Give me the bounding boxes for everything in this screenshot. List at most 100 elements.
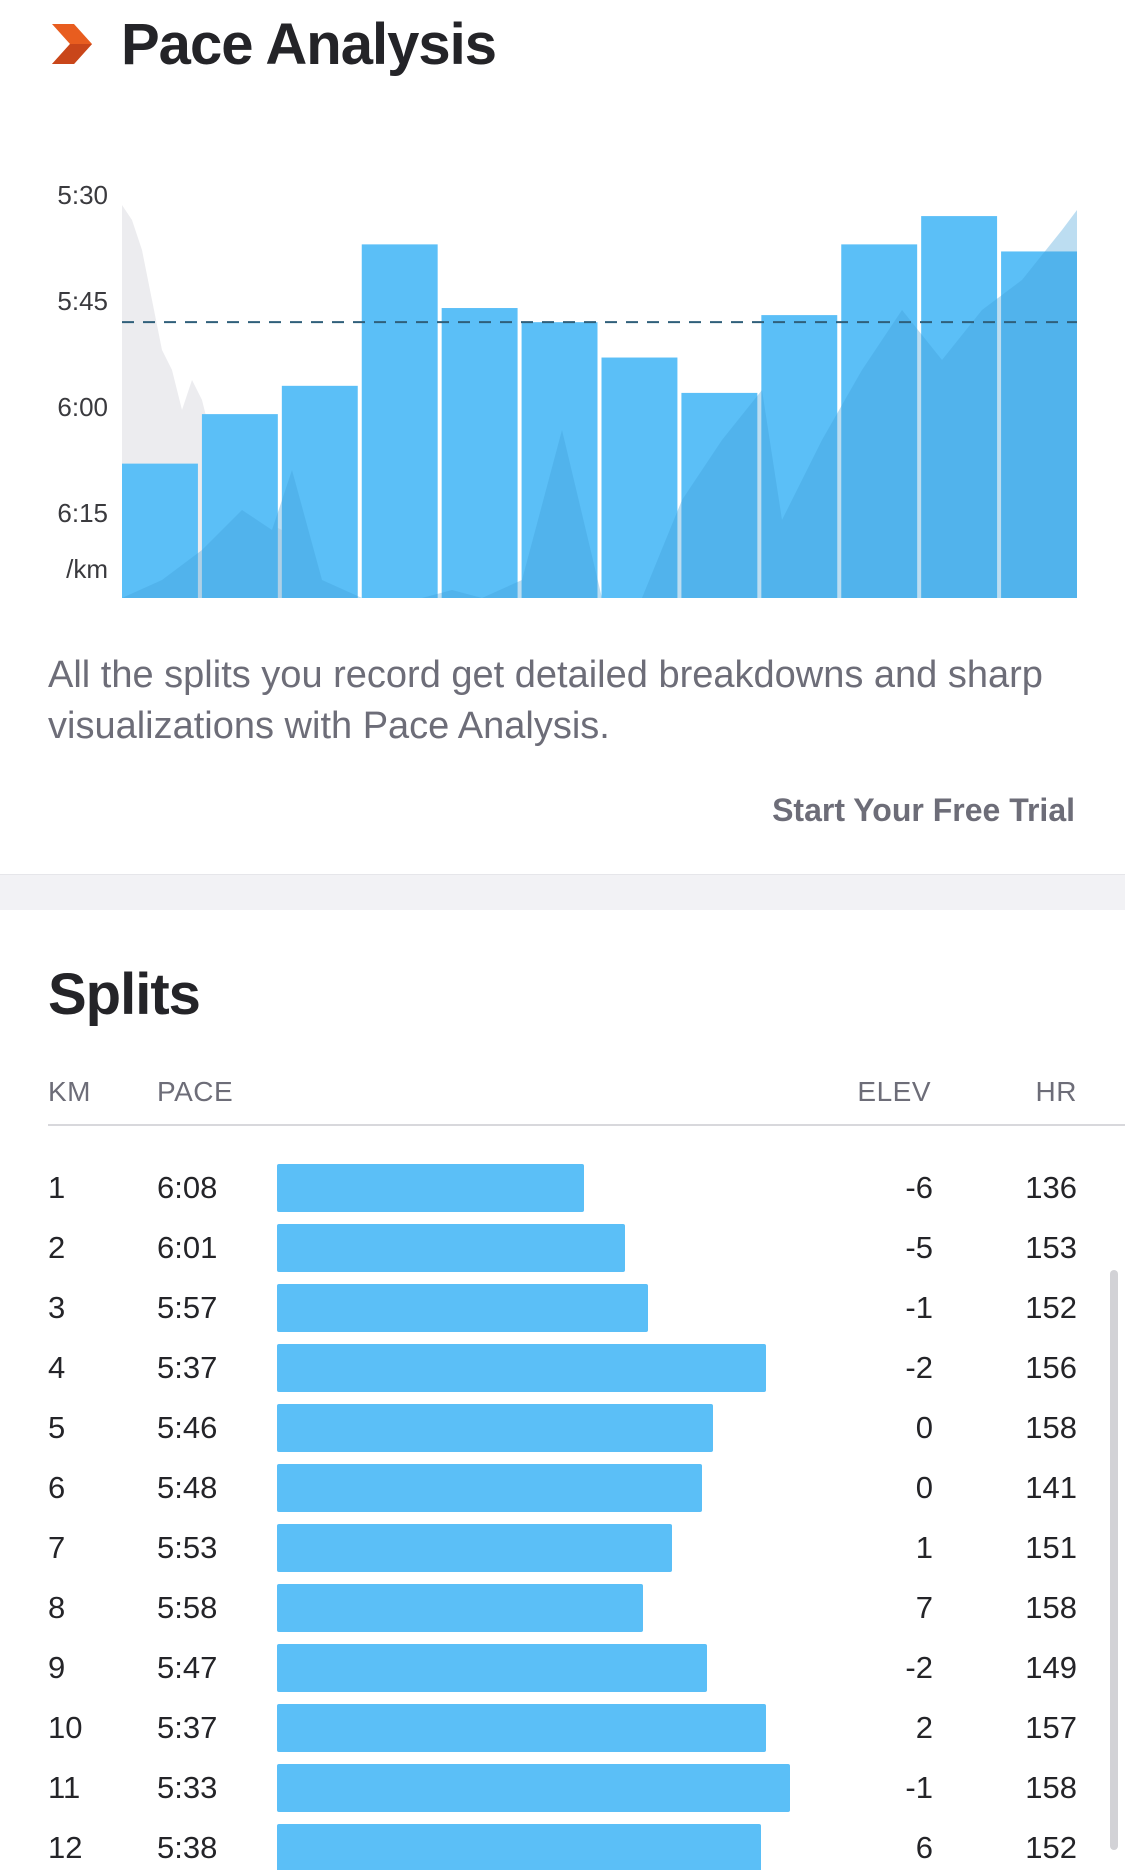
split-pace: 5:53	[157, 1530, 218, 1565]
pace-trace-overlay	[122, 210, 1077, 598]
table-row: 4 5:37 -2 156	[0, 1340, 1125, 1400]
table-row: 1 6:08 -6 136	[0, 1160, 1125, 1220]
strava-chevron-icon	[52, 24, 92, 64]
pace-bar-km-1	[122, 463, 198, 598]
split-pace: 5:38	[157, 1830, 218, 1865]
split-pace: 5:48	[157, 1470, 218, 1505]
table-row: 10 5:37 2 157	[0, 1700, 1125, 1760]
y-tick-label: 5:45	[57, 286, 108, 316]
table-row: 5 5:46 0 158	[0, 1400, 1125, 1460]
split-pace: 5:37	[157, 1350, 218, 1385]
split-elev: -1	[905, 1290, 933, 1325]
split-elev: 0	[915, 1410, 933, 1445]
pace-bar-km-5	[441, 308, 518, 598]
split-elev: 1	[915, 1530, 933, 1565]
pace-chart-svg: 5:30 5:45 6:00 6:15/km	[57, 180, 1077, 598]
split-km: 3	[48, 1290, 66, 1325]
y-tick-label: 6:15	[57, 498, 108, 528]
section-divider	[0, 874, 1125, 910]
split-hr: 158	[1025, 1590, 1077, 1625]
split-hr: 156	[1025, 1350, 1077, 1385]
split-pace: 6:08	[157, 1170, 218, 1205]
split-pace-bar	[277, 1764, 790, 1812]
split-hr: 158	[1025, 1770, 1077, 1805]
page-title: Pace Analysis	[121, 12, 497, 77]
split-pace: 5:58	[157, 1590, 218, 1625]
split-pace-bar	[277, 1464, 702, 1512]
table-row: 6 5:48 0 141	[0, 1460, 1125, 1520]
split-km: 7	[48, 1530, 66, 1565]
split-hr: 141	[1025, 1470, 1077, 1505]
pace-bar-km-7	[601, 357, 678, 598]
splits-table-header: KM PACE ELEV HR	[48, 1072, 1125, 1126]
split-km: 1	[48, 1170, 66, 1205]
start-free-trial-button[interactable]: Start Your Free Trial	[772, 792, 1075, 828]
pace-bar-km-8	[681, 392, 758, 598]
column-header-hr: HR	[1035, 1076, 1077, 1107]
split-elev: -1	[905, 1770, 933, 1805]
split-elev: -6	[905, 1170, 933, 1205]
split-pace-bar	[277, 1524, 673, 1572]
split-pace-bar	[277, 1824, 761, 1870]
split-hr: 158	[1025, 1410, 1077, 1445]
y-tick-label: 6:00	[57, 392, 108, 422]
split-elev: -2	[905, 1650, 933, 1685]
split-km: 6	[48, 1470, 66, 1505]
split-pace-bar	[277, 1704, 767, 1752]
pace-bar-km-9	[761, 315, 838, 598]
y-tick-label: 5:30	[57, 180, 108, 210]
column-header-km: KM	[48, 1076, 91, 1107]
split-pace: 6:01	[157, 1230, 218, 1265]
split-km: 10	[48, 1710, 83, 1745]
column-header-pace: PACE	[157, 1076, 234, 1107]
split-hr: 157	[1025, 1710, 1077, 1745]
splits-title: Splits	[48, 962, 201, 1027]
table-row: 8 5:58 7 158	[0, 1580, 1125, 1640]
split-elev: -2	[905, 1350, 933, 1385]
split-km: 5	[48, 1410, 66, 1445]
pace-bar-km-10	[841, 244, 918, 598]
split-elev: 7	[915, 1590, 933, 1625]
split-km: 2	[48, 1230, 66, 1265]
split-pace: 5:37	[157, 1710, 218, 1745]
split-pace-bar	[277, 1404, 714, 1452]
pace-analysis-header: Pace Analysis	[0, 0, 1125, 100]
table-row: 3 5:57 -1 152	[0, 1280, 1125, 1340]
table-row: 9 5:47 -2 149	[0, 1640, 1125, 1700]
pace-bar-km-3	[281, 385, 358, 598]
pace-bar-km-4	[361, 244, 438, 598]
split-km: 12	[48, 1830, 83, 1865]
pace-bar-km-6	[521, 322, 598, 598]
split-hr: 136	[1025, 1170, 1077, 1205]
split-pace-bar	[277, 1644, 708, 1692]
pace-bar-km-11	[921, 216, 998, 598]
split-hr: 149	[1025, 1650, 1077, 1685]
split-elev: 0	[915, 1470, 933, 1505]
split-pace: 5:57	[157, 1290, 218, 1325]
split-pace-bar	[277, 1584, 643, 1632]
pace-bar-km-12	[1001, 251, 1077, 598]
split-hr: 152	[1025, 1290, 1077, 1325]
split-elev: 6	[915, 1830, 933, 1865]
split-km: 9	[48, 1650, 66, 1685]
split-hr: 153	[1025, 1230, 1077, 1265]
pace-analysis-description: All the splits you record get detailed b…	[48, 654, 1043, 747]
split-pace: 5:33	[157, 1770, 218, 1805]
column-header-elev: ELEV	[857, 1076, 931, 1107]
table-row: 12 5:38 6 152	[0, 1820, 1125, 1870]
split-pace: 5:47	[157, 1650, 218, 1685]
pace-bar-km-2	[201, 414, 278, 598]
table-row: 2 6:01 -5 153	[0, 1220, 1125, 1280]
split-pace-bar	[277, 1224, 625, 1272]
split-hr: 151	[1025, 1530, 1077, 1565]
pace-chart: 5:30 5:45 6:00 6:15/km	[0, 110, 1125, 610]
split-pace-bar	[277, 1284, 649, 1332]
table-row: 7 5:53 1 151	[0, 1520, 1125, 1580]
y-unit-label: /km	[66, 554, 108, 584]
split-pace-bar	[277, 1164, 584, 1212]
split-hr: 152	[1025, 1830, 1077, 1865]
table-row: 11 5:33 -1 158	[0, 1760, 1125, 1820]
split-km: 11	[48, 1770, 81, 1805]
split-elev: 2	[915, 1710, 933, 1745]
scrollbar[interactable]	[1110, 1270, 1118, 1850]
